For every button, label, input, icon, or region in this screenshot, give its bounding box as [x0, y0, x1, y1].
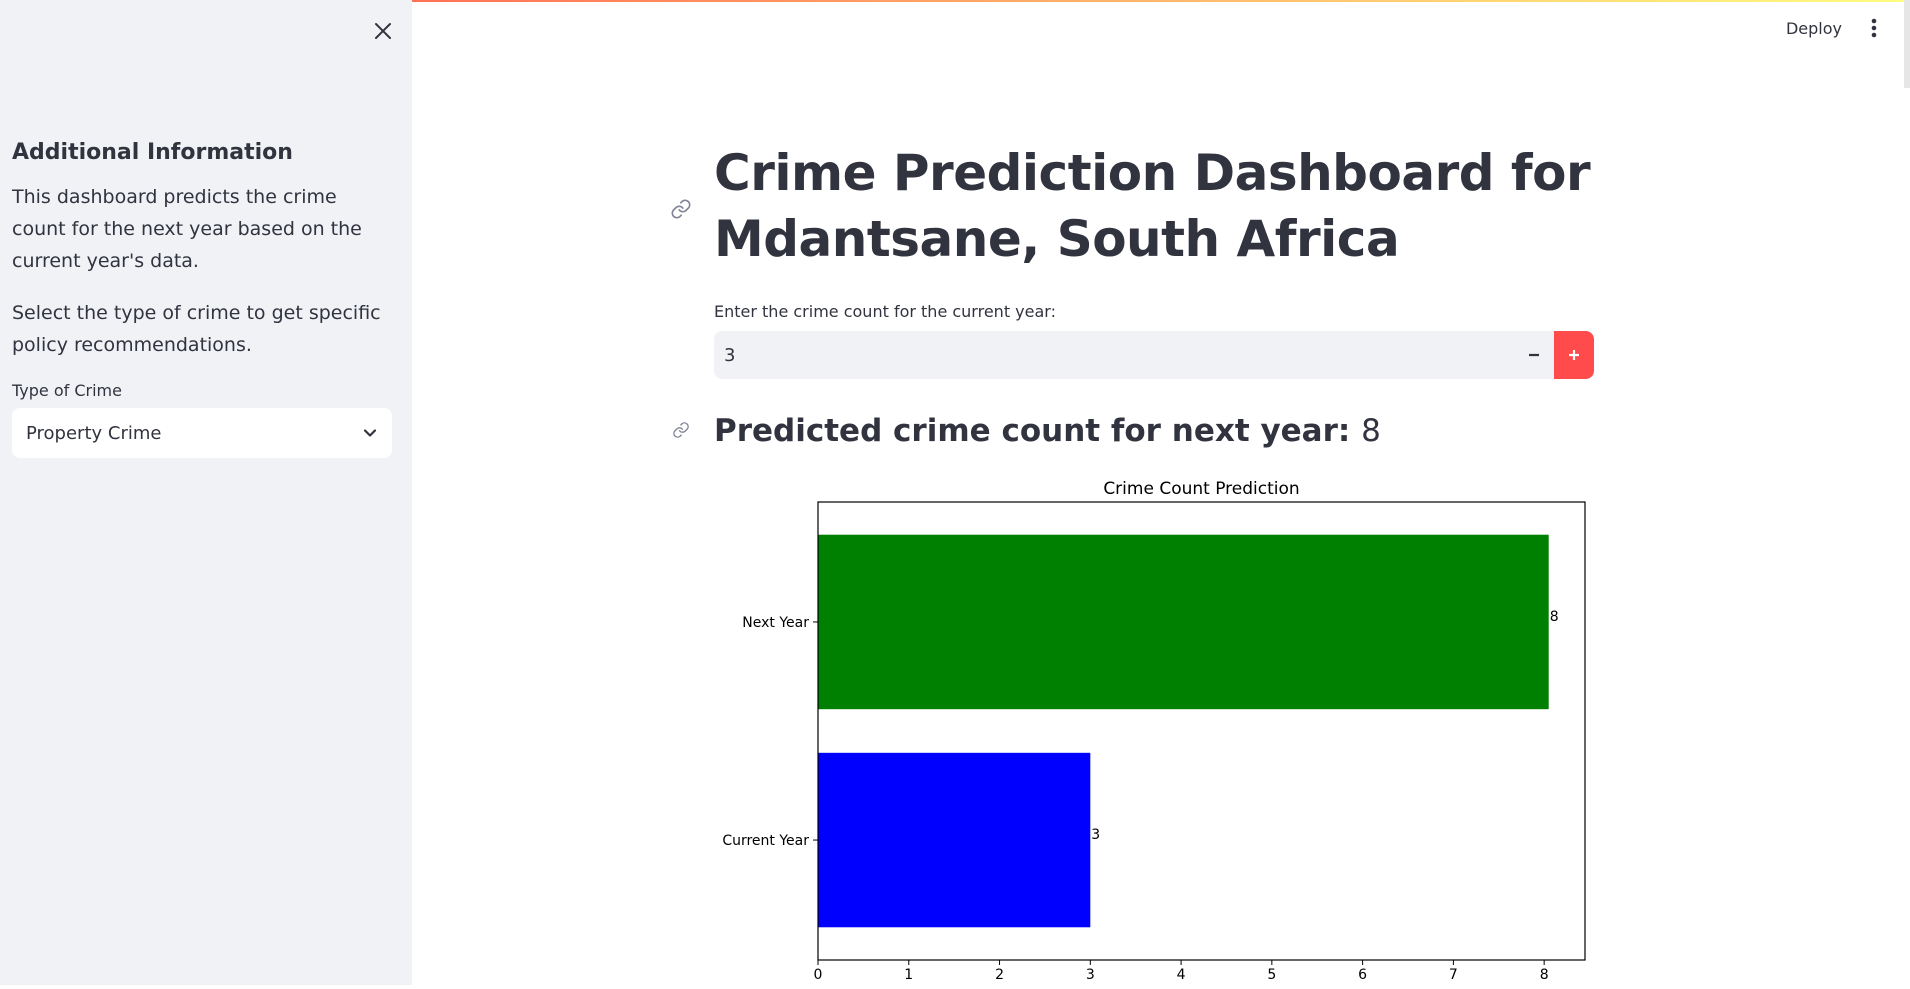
- plot-frame: [817, 501, 1586, 961]
- increment-button[interactable]: [1554, 331, 1594, 379]
- app-header: Deploy: [1786, 14, 1886, 42]
- plus-icon: [1569, 350, 1579, 360]
- prediction-heading: Predicted crime count for next year: 8: [673, 413, 1594, 449]
- bar-next-year: [818, 534, 1549, 710]
- sidebar: Additional Information This dashboard pr…: [0, 0, 412, 985]
- deploy-button[interactable]: Deploy: [1785, 18, 1842, 38]
- x-tick-label: 3: [1086, 967, 1095, 983]
- sidebar-instruction: Select the type of crime to get specific…: [12, 302, 381, 356]
- bar-current-year: [818, 752, 1091, 928]
- more-vertical-icon: [1871, 18, 1877, 38]
- y-tick-label: Next Year: [742, 615, 809, 631]
- chevron-down-icon: [363, 429, 377, 437]
- x-tick-label: 1: [904, 967, 913, 983]
- crime-count-input[interactable]: [714, 331, 1514, 379]
- scrollbar[interactable]: [1904, 0, 1910, 88]
- crime-type-label: Type of Crime: [12, 381, 122, 400]
- bar-value-label: 8: [1550, 609, 1559, 625]
- bar-value-label: 3: [1091, 827, 1100, 843]
- link-icon: [673, 422, 689, 438]
- prediction-anchor-link[interactable]: [668, 417, 694, 443]
- main-menu-button[interactable]: [1862, 14, 1886, 42]
- x-tick-label: 7: [1449, 967, 1458, 983]
- crime-count-input-group: [714, 331, 1594, 379]
- top-accent-bar: [0, 0, 1910, 2]
- sidebar-heading: Additional Information: [12, 140, 293, 165]
- x-tick-label: 5: [1267, 967, 1276, 983]
- x-tick-label: 4: [1177, 967, 1186, 983]
- chart-svg: Crime Count Prediction 3 Current Year 8 Next…: [722, 479, 1586, 983]
- x-tick-label: 2: [995, 967, 1004, 983]
- decrement-button[interactable]: [1514, 331, 1554, 379]
- close-sidebar-button[interactable]: [368, 16, 398, 46]
- sidebar-description: This dashboard predicts the crime count …: [12, 186, 362, 272]
- x-tick-label: 0: [814, 967, 823, 983]
- x-tick-label: 8: [1540, 967, 1549, 983]
- main-content: Crime Prediction Dashboard for Mdantsane…: [671, 140, 1594, 449]
- crime-type-select[interactable]: Property Crime: [12, 408, 392, 458]
- x-tick-label: 6: [1358, 967, 1367, 983]
- minus-icon: [1529, 353, 1539, 357]
- crime-count-chart: Crime Count Prediction 3 Current Year 8 Next…: [700, 470, 1620, 985]
- y-tick-label: Current Year: [722, 833, 809, 849]
- link-icon: [671, 199, 691, 219]
- page-title: Crime Prediction Dashboard for Mdantsane…: [714, 144, 1591, 268]
- prediction-label: Predicted crime count for next year:: [714, 413, 1351, 449]
- chart-title: Crime Count Prediction: [1103, 479, 1299, 499]
- close-icon: [375, 23, 391, 39]
- crime-type-select-value: Property Crime: [26, 422, 162, 444]
- crime-count-label: Enter the crime count for the current ye…: [714, 302, 1056, 321]
- prediction-value: 8: [1361, 413, 1381, 449]
- title-anchor-link[interactable]: [668, 196, 694, 222]
